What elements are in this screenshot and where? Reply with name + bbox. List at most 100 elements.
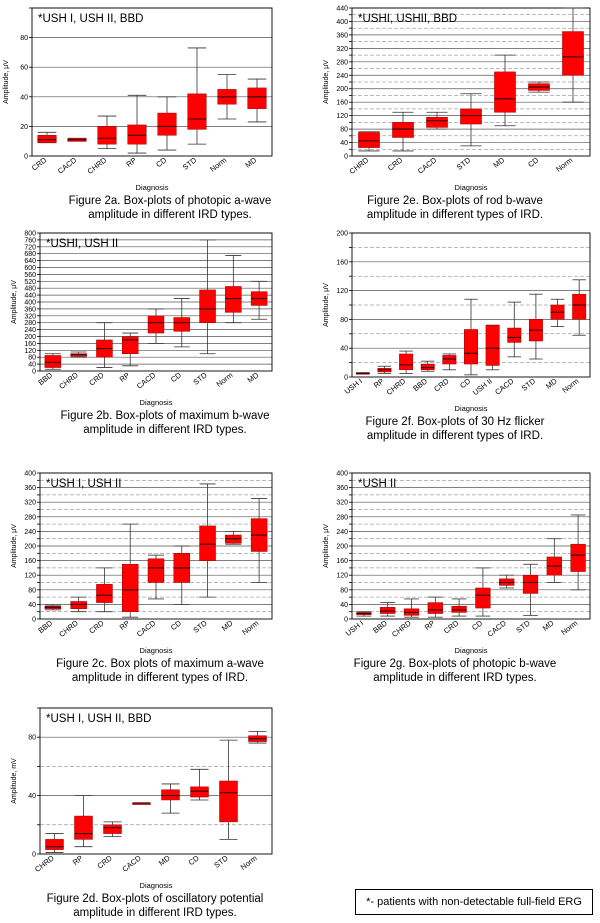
chart-2c-svg: 0 40 80 120 160 200 240 280 320 360 400 BBD CHRD CRD R… xyxy=(11,471,273,655)
chart-2d-caption: Figure 2d. Box-plots of oscillatory pote… xyxy=(10,892,300,920)
box-iqr xyxy=(190,786,209,798)
y-tick-label: 400 xyxy=(24,471,36,478)
box-norm xyxy=(217,74,237,120)
caption-line: amplitude in different IRD types. xyxy=(373,672,537,684)
y-tick-label: 440 xyxy=(24,293,36,300)
y-tick-label: 0 xyxy=(32,369,36,376)
x-axis-title: Diagnosis xyxy=(140,398,173,407)
y-tick-label: 200 xyxy=(336,231,348,238)
box-iqr xyxy=(426,117,448,128)
box-cd xyxy=(173,545,191,605)
y-tick-label: 120 xyxy=(336,573,348,580)
x-category-label: CACD xyxy=(486,618,509,639)
y-axis-title: Amplitude, μV xyxy=(323,60,330,104)
y-axis-title: Amplitude, μV xyxy=(11,524,18,568)
x-axis-title: Diagnosis xyxy=(136,183,169,192)
x-category-label: CD xyxy=(526,155,541,169)
x-category-label: MD xyxy=(220,618,235,633)
x-category-label: STD xyxy=(520,376,538,393)
box-bbd xyxy=(380,602,396,617)
x-category-label: BBD xyxy=(36,370,54,387)
box-chrd xyxy=(45,833,64,853)
y-tick-label: 480 xyxy=(24,286,36,293)
chart-2a-caption: Figure 2a. Box-plots of photopic a-wave … xyxy=(40,194,300,222)
box-norm xyxy=(572,279,587,336)
x-category-label: CHRD xyxy=(57,370,80,391)
x-category-label: RP xyxy=(71,853,85,867)
x-category-label: MD xyxy=(541,618,556,633)
box-md xyxy=(550,298,565,327)
y-tick-label: 160 xyxy=(24,341,36,348)
caption-line: Figure 2d. Box-plots of oscillatory pote… xyxy=(46,893,264,905)
x-category-label: CACD xyxy=(416,155,439,176)
box-md xyxy=(250,280,268,320)
y-tick-label: 400 xyxy=(24,300,36,307)
y-tick-label: 240 xyxy=(336,529,348,536)
box-cacd xyxy=(132,802,151,805)
box-std xyxy=(199,239,216,355)
inset-annotation: *USH I, USH II, BBD xyxy=(38,13,143,25)
box-iqr xyxy=(442,355,457,365)
x-axis-title: Diagnosis xyxy=(455,183,488,192)
x-category-label: CACD xyxy=(493,376,516,397)
y-tick-label: 160 xyxy=(336,100,348,107)
box-iqr xyxy=(70,601,87,610)
y-tick-label: 0 xyxy=(344,617,348,624)
inset-annotation: *USHI, USHII, BBD xyxy=(358,13,457,25)
x-category-label: Norm xyxy=(240,618,260,636)
x-category-label: CRD xyxy=(442,618,461,635)
x-category-label: CACD xyxy=(135,370,158,391)
y-axis-title: Amplitude, μV xyxy=(11,280,18,324)
chart-2a-svg: 0 20 40 60 80 CRD CACD CHRD RP CD STD Norm MD *USH I,… xyxy=(3,7,273,192)
y-tick-label: 0 xyxy=(24,154,28,161)
y-tick-label: 120 xyxy=(24,348,36,355)
box-iqr xyxy=(420,363,435,371)
x-category-label: CHRD xyxy=(390,618,413,639)
x-category-label: CRD xyxy=(432,376,451,393)
y-tick-label: 200 xyxy=(336,86,348,93)
box-chrd xyxy=(97,115,117,150)
x-category-label: STD xyxy=(514,618,532,635)
box-iqr xyxy=(475,587,491,609)
x-category-label: Norm xyxy=(560,376,580,394)
caption-line: amplitude in different types of IRD. xyxy=(71,672,249,684)
y-tick-label: 40 xyxy=(340,346,348,353)
box-rp xyxy=(74,795,93,848)
x-axis-title: Diagnosis xyxy=(455,646,488,655)
x-category-label: CACD xyxy=(120,853,143,874)
box-md xyxy=(546,538,562,583)
y-tick-label: 0 xyxy=(344,154,348,161)
y-tick-label: 680 xyxy=(24,251,36,258)
box-iqr xyxy=(464,329,478,365)
y-axis-title: Amplitude, μV xyxy=(323,524,330,568)
box-cacd xyxy=(499,574,515,589)
y-tick-label: 20 xyxy=(20,124,28,131)
box-cacd xyxy=(147,554,165,600)
y-tick-label: 80 xyxy=(20,35,28,42)
caption-line: Figure 2f. Box-plots of 30 Hz flicker xyxy=(365,416,545,428)
y-tick-label: 40 xyxy=(340,602,348,609)
box-crd xyxy=(451,598,467,617)
box-iqr xyxy=(74,815,93,840)
box-cd xyxy=(190,768,209,801)
box-crd xyxy=(96,567,113,613)
y-tick-label: 80 xyxy=(340,317,348,324)
y-tick-label: 40 xyxy=(28,793,36,800)
inset-annotation: *USH II xyxy=(358,478,396,490)
y-tick-label: 280 xyxy=(336,514,348,521)
y-tick-label: 320 xyxy=(336,500,348,507)
chart-2c-caption: Figure 2c. Box plots of maximum a-wave a… xyxy=(20,657,300,685)
box-iqr xyxy=(494,71,516,113)
x-category-label: CRD xyxy=(95,853,114,870)
box-chrd xyxy=(403,598,420,618)
box-crd xyxy=(103,821,122,837)
y-tick-label: 80 xyxy=(28,587,36,594)
y-tick-label: 60 xyxy=(20,65,28,72)
y-axis-title: Amplitude, μV xyxy=(323,283,330,327)
box-chrd xyxy=(70,351,87,358)
box-norm xyxy=(248,730,267,744)
caption-line: Figure 2a. Box-plots of photopic a-wave xyxy=(68,195,272,207)
y-tick-label: 240 xyxy=(336,73,348,80)
box-rp xyxy=(377,365,392,374)
x-category-label: RP xyxy=(118,618,132,632)
